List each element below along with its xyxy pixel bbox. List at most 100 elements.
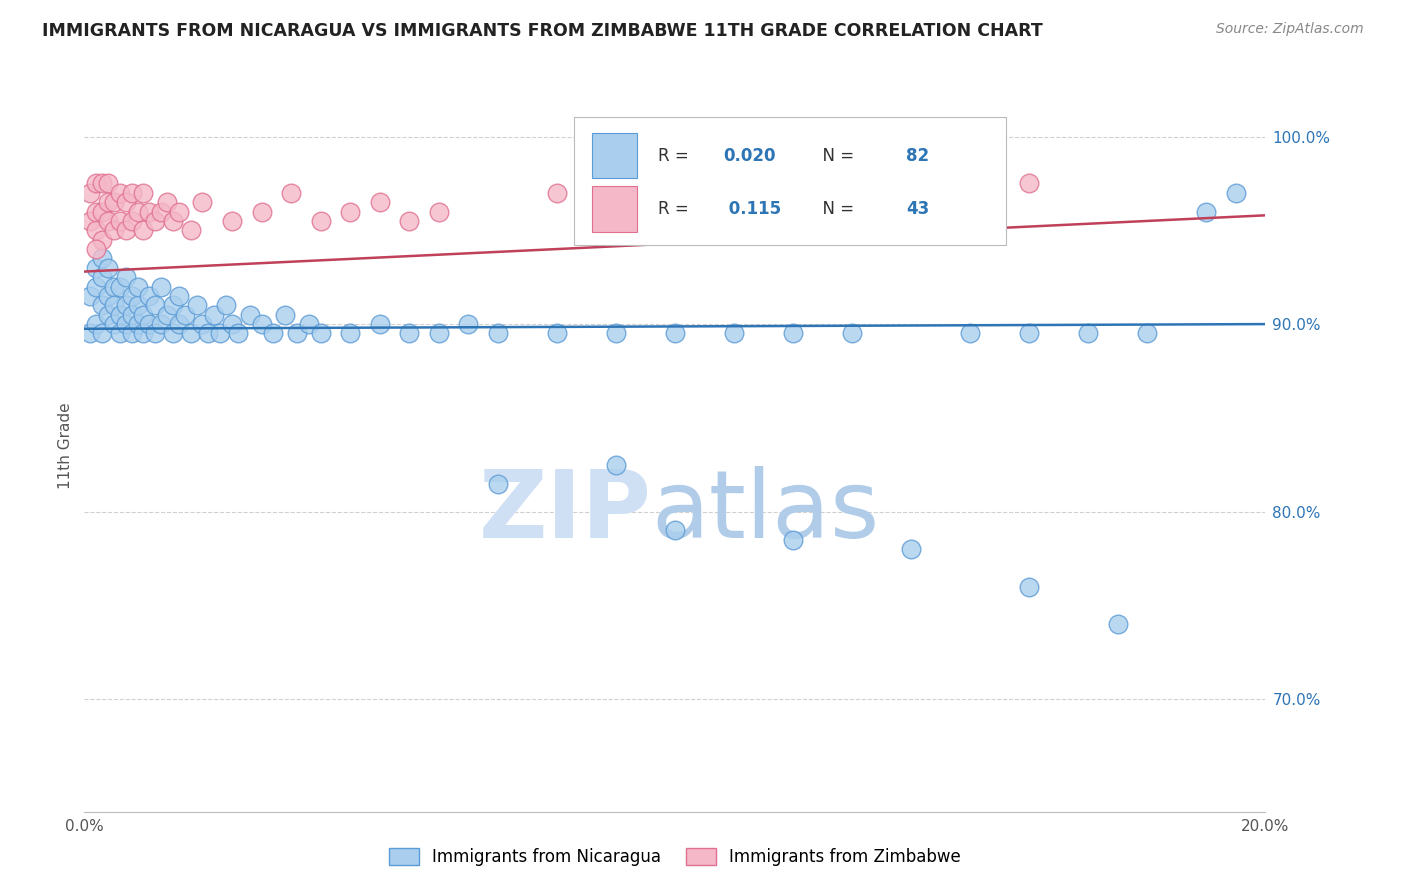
Point xyxy=(221,317,243,331)
Text: 82: 82 xyxy=(907,146,929,165)
Point xyxy=(1018,326,1040,341)
Point xyxy=(298,317,321,331)
Point xyxy=(84,260,107,275)
Point xyxy=(156,308,179,322)
Point xyxy=(138,204,160,219)
Point xyxy=(167,317,190,331)
Point xyxy=(486,326,509,341)
Text: ZIP: ZIP xyxy=(478,466,651,558)
Point xyxy=(959,326,981,341)
Point xyxy=(368,195,391,210)
Text: Source: ZipAtlas.com: Source: ZipAtlas.com xyxy=(1216,22,1364,37)
Point xyxy=(108,214,131,228)
Point xyxy=(546,326,568,341)
FancyBboxPatch shape xyxy=(592,133,637,178)
Point xyxy=(143,298,166,312)
Point xyxy=(79,326,101,341)
Point xyxy=(114,317,136,331)
Point xyxy=(108,326,131,341)
Point xyxy=(262,326,284,341)
Point xyxy=(103,223,125,237)
Point xyxy=(84,177,107,191)
Text: 0.115: 0.115 xyxy=(723,200,782,218)
Point xyxy=(250,204,273,219)
Point xyxy=(121,186,143,200)
Point xyxy=(97,177,120,191)
Point xyxy=(664,524,686,538)
Point xyxy=(1225,186,1247,200)
Point xyxy=(91,270,114,285)
Point xyxy=(127,279,149,293)
Point xyxy=(605,458,627,472)
Point xyxy=(191,195,214,210)
FancyBboxPatch shape xyxy=(592,186,637,232)
Point xyxy=(150,317,173,331)
Point xyxy=(186,298,208,312)
Point xyxy=(103,279,125,293)
Point xyxy=(132,223,155,237)
Point xyxy=(782,533,804,547)
Point xyxy=(309,326,332,341)
Point xyxy=(162,326,184,341)
Point xyxy=(97,195,120,210)
Point xyxy=(339,326,361,341)
Point xyxy=(150,204,173,219)
Point xyxy=(226,326,249,341)
Point xyxy=(162,214,184,228)
Point xyxy=(91,298,114,312)
Point xyxy=(239,308,262,322)
Point xyxy=(103,195,125,210)
Point xyxy=(97,289,120,303)
Point xyxy=(108,308,131,322)
Point xyxy=(121,214,143,228)
Point xyxy=(150,279,173,293)
Point xyxy=(132,186,155,200)
Point xyxy=(398,326,420,341)
Point xyxy=(97,214,120,228)
Point xyxy=(180,223,202,237)
Point xyxy=(91,252,114,266)
Point xyxy=(167,204,190,219)
Point xyxy=(191,317,214,331)
Y-axis label: 11th Grade: 11th Grade xyxy=(58,402,73,490)
Point xyxy=(221,214,243,228)
Point xyxy=(143,326,166,341)
Point xyxy=(162,298,184,312)
Text: R =: R = xyxy=(658,146,695,165)
Point xyxy=(664,326,686,341)
Point xyxy=(197,326,219,341)
Point xyxy=(121,289,143,303)
Point xyxy=(664,195,686,210)
Point xyxy=(215,298,238,312)
Point xyxy=(103,298,125,312)
Point xyxy=(782,326,804,341)
Point xyxy=(91,326,114,341)
Text: atlas: atlas xyxy=(651,466,880,558)
Legend: Immigrants from Nicaragua, Immigrants from Zimbabwe: Immigrants from Nicaragua, Immigrants fr… xyxy=(382,841,967,873)
Point xyxy=(127,204,149,219)
Point xyxy=(209,326,232,341)
Point xyxy=(457,317,479,331)
Point xyxy=(97,308,120,322)
Point xyxy=(900,542,922,557)
Point xyxy=(79,214,101,228)
Point xyxy=(114,270,136,285)
Point xyxy=(280,186,302,200)
Point xyxy=(114,195,136,210)
Point xyxy=(1107,617,1129,632)
Text: N =: N = xyxy=(811,200,859,218)
Point xyxy=(285,326,308,341)
Point xyxy=(368,317,391,331)
Point xyxy=(84,279,107,293)
Text: 0.020: 0.020 xyxy=(723,146,776,165)
Point xyxy=(97,260,120,275)
Point xyxy=(546,186,568,200)
Point xyxy=(1077,326,1099,341)
Point xyxy=(274,308,297,322)
Point xyxy=(1018,580,1040,594)
Point xyxy=(84,223,107,237)
Point xyxy=(398,214,420,228)
Point xyxy=(91,233,114,247)
Text: R =: R = xyxy=(658,200,695,218)
Point xyxy=(309,214,332,228)
